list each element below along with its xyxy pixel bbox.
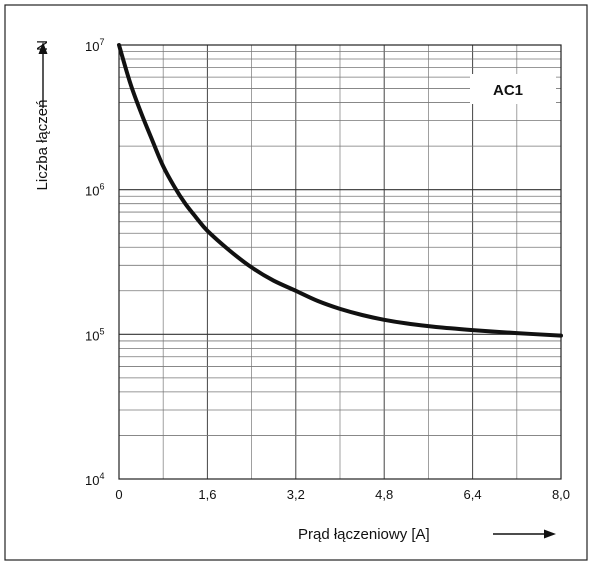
x-tick-label: 3,2 <box>287 487 305 502</box>
x-tick-label: 6,4 <box>464 487 482 502</box>
annotation-label: AC1 <box>493 82 523 99</box>
y-tick-label: 105 <box>85 326 104 343</box>
series-line <box>117 43 563 338</box>
x-tick-label: 0 <box>115 487 122 502</box>
y-tick-label: 106 <box>85 182 104 199</box>
x-tick-label: 8,0 <box>552 487 570 502</box>
y-axis-title-group: Liczba łączeń <box>34 100 51 191</box>
y-tick-label: 104 <box>85 471 104 488</box>
x-axis-title: Prąd łączeniowy [A] <box>298 526 430 543</box>
x-axis-arrow <box>493 529 556 539</box>
plot-border <box>118 44 562 480</box>
x-tick-labels: 0 1,6 3,2 4,8 6,4 8,0 <box>115 487 570 502</box>
y-tick-labels: 107 106 105 104 <box>85 37 104 488</box>
annotation-box: AC1 <box>470 74 556 104</box>
x-tick-label: 1,6 <box>198 487 216 502</box>
y-axis-title: Liczba łączeń <box>34 100 51 191</box>
x-tick-label: 4,8 <box>375 487 393 502</box>
y-tick-label: 107 <box>85 37 104 54</box>
y-axis-arrow <box>38 42 48 108</box>
